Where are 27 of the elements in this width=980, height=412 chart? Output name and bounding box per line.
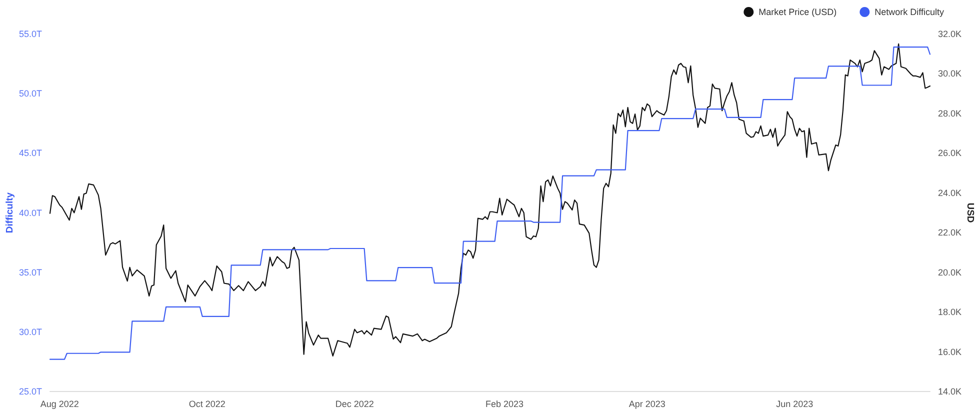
- y2-tick-label: 26.0K: [938, 148, 962, 158]
- legend-label: Market Price (USD): [758, 7, 837, 17]
- y-tick-label: 30.0T: [18, 326, 42, 337]
- y-tick-label: 50.0T: [18, 88, 42, 99]
- y2-tick-label: 16.0K: [938, 346, 962, 357]
- y2-tick-label: 18.0K: [938, 307, 962, 318]
- x-tick-label: Apr 2023: [628, 399, 666, 409]
- x-tick-label: Feb 2023: [485, 399, 524, 409]
- y2-tick-label: 22.0K: [938, 228, 962, 238]
- y2-tick-label: 28.0K: [938, 108, 962, 118]
- x-tick-label: Dec 2022: [335, 399, 374, 409]
- y-tick-label: 25.0T: [18, 386, 42, 396]
- x-tick-label: Oct 2022: [188, 399, 226, 409]
- y-tick-label: 35.0T: [18, 267, 42, 278]
- x-tick-label: Jun 2023: [776, 399, 814, 409]
- y2-axis-title: USD: [964, 202, 976, 223]
- y-axis-title: Difficulty: [4, 192, 16, 234]
- y2-tick-label: 14.0K: [938, 386, 962, 396]
- y2-tick-label: 24.0K: [938, 188, 962, 198]
- y2-tick-label: 20.0K: [938, 267, 962, 278]
- x-tick-label: Aug 2022: [40, 399, 79, 409]
- y2-tick-label: 30.0K: [938, 68, 962, 79]
- y-tick-label: 45.0T: [18, 148, 42, 158]
- y2-tick-label: 32.0K: [938, 29, 962, 39]
- legend-label: Network Difficulty: [874, 7, 944, 17]
- y-tick-label: 40.0T: [18, 208, 42, 218]
- y-tick-label: 55.0T: [18, 29, 42, 39]
